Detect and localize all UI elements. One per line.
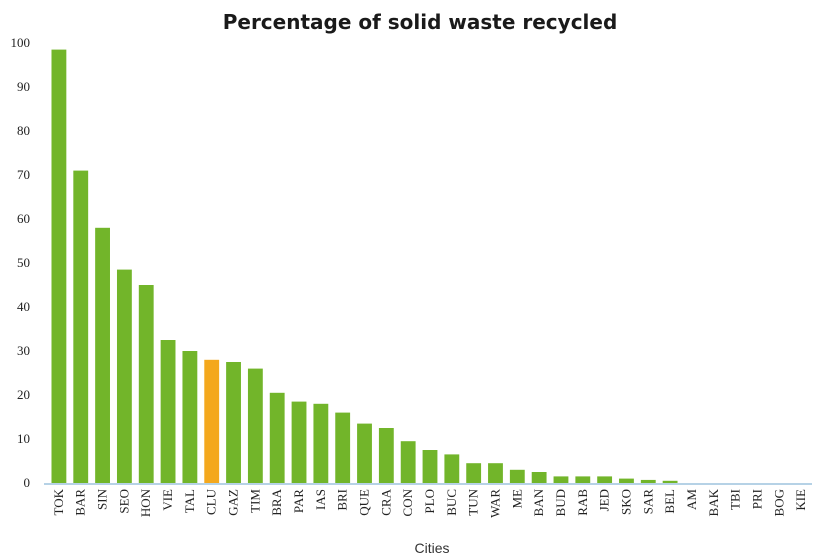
bar-sar: [640, 479, 656, 483]
bar-bri: [335, 412, 351, 483]
bar-war: [488, 463, 503, 483]
x-tick-label-tal: TAL: [182, 489, 197, 513]
x-tick-label-bri: BRI: [335, 489, 350, 511]
x-tick-label-bar: BAR: [73, 489, 88, 516]
x-axis-title: Cities: [414, 540, 449, 556]
bar-vie: [160, 340, 176, 483]
bar-me: [509, 469, 525, 483]
bar-cra: [378, 428, 394, 483]
x-tick-label-bel: BEL: [662, 489, 677, 514]
y-tick-label: 30: [17, 343, 30, 358]
bar-con: [400, 441, 416, 483]
bar-que: [357, 423, 372, 483]
y-tick-label: 70: [17, 167, 30, 182]
x-axis-labels: TOK BAR SIN SEO HON VIE TAL CLU GAZ TIM BRA PAR IAS B…: [51, 488, 808, 518]
x-tick-label-bud: BUD: [553, 489, 568, 516]
x-tick-label-con: CON: [400, 488, 415, 516]
x-tick-label-buc: BUC: [444, 489, 459, 516]
x-tick-label-bak: BAK: [706, 488, 721, 516]
y-tick-label: 100: [11, 35, 31, 50]
y-tick-label: 80: [17, 123, 30, 138]
x-tick-label-vie: VIE: [160, 489, 175, 511]
bars-group: [51, 49, 678, 483]
bar-bra: [269, 392, 285, 483]
chart-title: Percentage of solid waste recycled: [222, 10, 618, 34]
bar-par: [291, 401, 307, 483]
y-tick-label: 90: [17, 79, 30, 94]
x-tick-label-tok: TOK: [51, 488, 66, 515]
x-tick-label-seo: SEO: [116, 489, 131, 514]
x-tick-label-tbi: TBI: [728, 489, 743, 510]
bar-jed: [597, 476, 613, 483]
x-tick-label-sko: SKO: [618, 489, 633, 515]
x-tick-label-tun: TUN: [466, 488, 481, 515]
x-tick-label-cra: CRA: [378, 488, 393, 515]
bar-rab: [575, 476, 591, 483]
x-tick-label-pri: PRI: [749, 489, 764, 509]
y-tick-label: 50: [17, 255, 30, 270]
y-tick-label: 0: [24, 475, 31, 490]
x-tick-label-bra: BRA: [269, 488, 284, 515]
bar-tun: [466, 463, 482, 483]
x-tick-label-jed: JED: [597, 489, 612, 511]
x-tick-label-bog: BOG: [771, 489, 786, 516]
x-tick-label-par: PAR: [291, 489, 306, 513]
x-tick-label-am: AM: [684, 489, 699, 510]
bar-tok: [51, 49, 67, 483]
x-tick-label-war: WAR: [487, 489, 502, 518]
x-tick-label-clu: CLU: [204, 488, 219, 515]
bar-seo: [116, 269, 132, 483]
y-tick-label: 20: [17, 387, 30, 402]
bar-ias: [313, 403, 329, 483]
bar-sko: [619, 478, 634, 483]
y-tick-label: 40: [17, 299, 30, 314]
bar-gaz: [226, 362, 241, 483]
bar-clu: [204, 359, 220, 483]
bar-hon: [138, 285, 154, 483]
bar-bar: [73, 170, 89, 483]
bar-tal: [182, 351, 198, 483]
y-tick-label: 60: [17, 211, 30, 226]
x-tick-label-sar: SAR: [640, 489, 655, 515]
bar-buc: [444, 454, 460, 483]
bar-sin: [95, 227, 110, 483]
x-tick-label-sin: SIN: [95, 488, 110, 510]
x-tick-label-plo: PLO: [422, 489, 437, 514]
x-tick-label-tim: TIM: [247, 489, 262, 513]
bar-plo: [422, 450, 438, 483]
x-tick-label-me: ME: [509, 489, 524, 509]
y-tick-label: 10: [17, 431, 30, 446]
x-tick-label-que: QUE: [357, 489, 372, 516]
x-tick-label-kie: KIE: [793, 489, 808, 511]
x-tick-label-hon: HON: [138, 488, 153, 517]
y-axis-ticks: 0 10 20 30 40 50 60 70 80 90 100: [11, 35, 31, 490]
bar-bel: [662, 480, 678, 483]
x-tick-label-gaz: GAZ: [226, 489, 241, 516]
bar-ban: [531, 472, 547, 483]
x-tick-label-ban: BAN: [531, 488, 546, 516]
x-tick-label-rab: RAB: [575, 489, 590, 516]
bar-tim: [247, 368, 263, 483]
bar-bud: [553, 476, 569, 483]
x-tick-label-ias: IAS: [313, 489, 328, 510]
